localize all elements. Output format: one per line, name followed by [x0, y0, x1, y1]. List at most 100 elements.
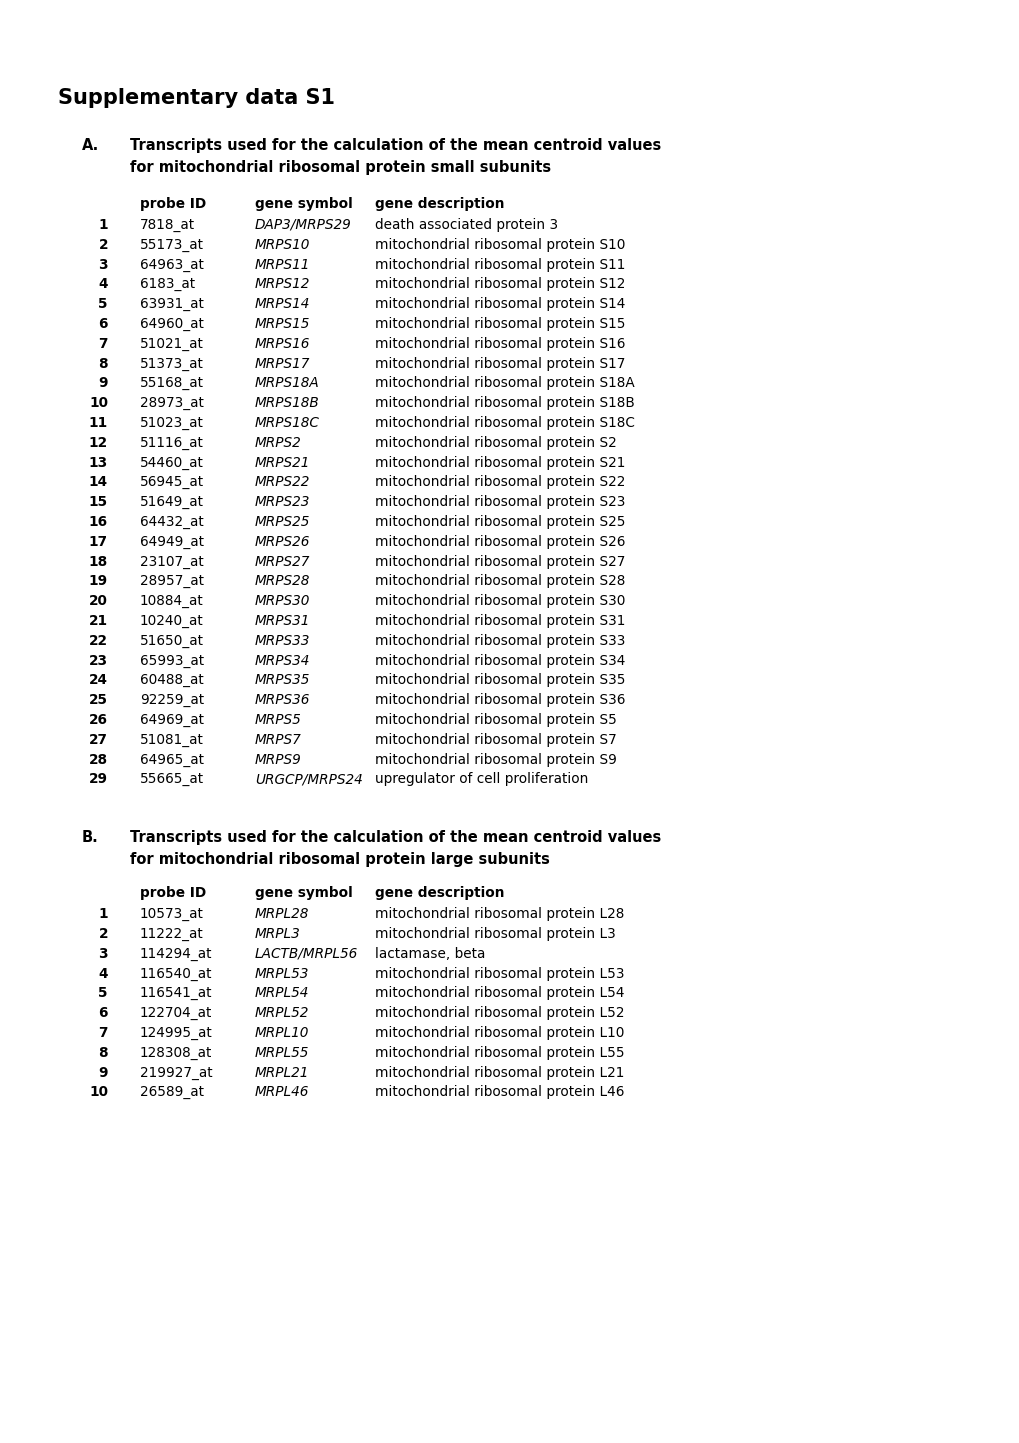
Text: MRPS36: MRPS36 [255, 693, 310, 707]
Text: mitochondrial ribosomal protein S11: mitochondrial ribosomal protein S11 [375, 258, 625, 271]
Text: 9: 9 [99, 377, 108, 391]
Text: 65993_at: 65993_at [140, 654, 204, 668]
Text: 12: 12 [89, 436, 108, 450]
Text: gene description: gene description [375, 886, 504, 900]
Text: 5: 5 [99, 987, 108, 1000]
Text: 51023_at: 51023_at [140, 416, 204, 430]
Text: 55173_at: 55173_at [140, 238, 204, 251]
Text: MRPS7: MRPS7 [255, 733, 302, 747]
Text: MRPL52: MRPL52 [255, 1006, 309, 1020]
Text: 3: 3 [98, 947, 108, 961]
Text: 23107_at: 23107_at [140, 554, 204, 569]
Text: mitochondrial ribosomal protein S7: mitochondrial ribosomal protein S7 [375, 733, 616, 747]
Text: MRPS27: MRPS27 [255, 554, 310, 569]
Text: MRPS25: MRPS25 [255, 515, 310, 530]
Text: 124995_at: 124995_at [140, 1026, 213, 1040]
Text: mitochondrial ribosomal protein S2: mitochondrial ribosomal protein S2 [375, 436, 616, 450]
Text: B.: B. [82, 830, 99, 846]
Text: MRPS11: MRPS11 [255, 258, 310, 271]
Text: 122704_at: 122704_at [140, 1006, 212, 1020]
Text: MRPS21: MRPS21 [255, 456, 310, 469]
Text: 3: 3 [98, 258, 108, 271]
Text: death associated protein 3: death associated protein 3 [375, 218, 557, 232]
Text: 6183_at: 6183_at [140, 277, 195, 291]
Text: mitochondrial ribosomal protein S10: mitochondrial ribosomal protein S10 [375, 238, 625, 251]
Text: upregulator of cell proliferation: upregulator of cell proliferation [375, 772, 588, 786]
Text: mitochondrial ribosomal protein S30: mitochondrial ribosomal protein S30 [375, 595, 625, 608]
Text: 25: 25 [89, 693, 108, 707]
Text: mitochondrial ribosomal protein S31: mitochondrial ribosomal protein S31 [375, 615, 625, 628]
Text: 2: 2 [99, 238, 108, 251]
Text: 64949_at: 64949_at [140, 535, 204, 548]
Text: for mitochondrial ribosomal protein large subunits: for mitochondrial ribosomal protein larg… [129, 853, 549, 867]
Text: 19: 19 [89, 574, 108, 589]
Text: 26589_at: 26589_at [140, 1085, 204, 1100]
Text: mitochondrial ribosomal protein S23: mitochondrial ribosomal protein S23 [375, 495, 625, 509]
Text: 114294_at: 114294_at [140, 947, 212, 961]
Text: MRPL53: MRPL53 [255, 967, 309, 981]
Text: 55168_at: 55168_at [140, 377, 204, 391]
Text: A.: A. [82, 139, 99, 153]
Text: MRPS30: MRPS30 [255, 595, 310, 608]
Text: 63931_at: 63931_at [140, 297, 204, 312]
Text: MRPS10: MRPS10 [255, 238, 310, 251]
Text: MRPS18B: MRPS18B [255, 397, 319, 410]
Text: 51649_at: 51649_at [140, 495, 204, 509]
Text: gene symbol: gene symbol [255, 198, 353, 211]
Text: 8: 8 [98, 1046, 108, 1059]
Text: mitochondrial ribosomal protein L10: mitochondrial ribosomal protein L10 [375, 1026, 624, 1040]
Text: Supplementary data S1: Supplementary data S1 [58, 88, 334, 108]
Text: 10573_at: 10573_at [140, 908, 204, 921]
Text: 7: 7 [99, 1026, 108, 1040]
Text: for mitochondrial ribosomal protein small subunits: for mitochondrial ribosomal protein smal… [129, 160, 550, 175]
Text: 4: 4 [99, 277, 108, 291]
Text: 54460_at: 54460_at [140, 456, 204, 469]
Text: MRPS17: MRPS17 [255, 356, 310, 371]
Text: mitochondrial ribosomal protein L21: mitochondrial ribosomal protein L21 [375, 1065, 624, 1079]
Text: mitochondrial ribosomal protein S28: mitochondrial ribosomal protein S28 [375, 574, 625, 589]
Text: 15: 15 [89, 495, 108, 509]
Text: 1: 1 [98, 908, 108, 921]
Text: 116541_at: 116541_at [140, 987, 212, 1000]
Text: 10240_at: 10240_at [140, 615, 204, 628]
Text: 24: 24 [89, 674, 108, 687]
Text: 11222_at: 11222_at [140, 926, 204, 941]
Text: MRPS12: MRPS12 [255, 277, 310, 291]
Text: 18: 18 [89, 554, 108, 569]
Text: mitochondrial ribosomal protein L3: mitochondrial ribosomal protein L3 [375, 926, 615, 941]
Text: mitochondrial ribosomal protein L28: mitochondrial ribosomal protein L28 [375, 908, 624, 921]
Text: 26: 26 [89, 713, 108, 727]
Text: LACTB/MRPL56: LACTB/MRPL56 [255, 947, 358, 961]
Text: 29: 29 [89, 772, 108, 786]
Text: MRPS22: MRPS22 [255, 475, 310, 489]
Text: 51081_at: 51081_at [140, 733, 204, 747]
Text: URGCP/MRPS24: URGCP/MRPS24 [255, 772, 363, 786]
Text: MRPS14: MRPS14 [255, 297, 310, 312]
Text: 9: 9 [99, 1065, 108, 1079]
Text: MRPS26: MRPS26 [255, 535, 310, 548]
Text: mitochondrial ribosomal protein S26: mitochondrial ribosomal protein S26 [375, 535, 625, 548]
Text: mitochondrial ribosomal protein S34: mitochondrial ribosomal protein S34 [375, 654, 625, 668]
Text: mitochondrial ribosomal protein S12: mitochondrial ribosomal protein S12 [375, 277, 625, 291]
Text: gene description: gene description [375, 198, 504, 211]
Text: MRPL21: MRPL21 [255, 1065, 309, 1079]
Text: 14: 14 [89, 475, 108, 489]
Text: mitochondrial ribosomal protein S36: mitochondrial ribosomal protein S36 [375, 693, 625, 707]
Text: mitochondrial ribosomal protein S9: mitochondrial ribosomal protein S9 [375, 753, 616, 766]
Text: 51116_at: 51116_at [140, 436, 204, 450]
Text: mitochondrial ribosomal protein L53: mitochondrial ribosomal protein L53 [375, 967, 624, 981]
Text: mitochondrial ribosomal protein S22: mitochondrial ribosomal protein S22 [375, 475, 625, 489]
Text: 116540_at: 116540_at [140, 967, 212, 981]
Text: 6: 6 [99, 317, 108, 330]
Text: 51021_at: 51021_at [140, 336, 204, 351]
Text: 92259_at: 92259_at [140, 693, 204, 707]
Text: MRPL46: MRPL46 [255, 1085, 309, 1100]
Text: 21: 21 [89, 615, 108, 628]
Text: Transcripts used for the calculation of the mean centroid values: Transcripts used for the calculation of … [129, 830, 660, 846]
Text: MRPS2: MRPS2 [255, 436, 302, 450]
Text: 51373_at: 51373_at [140, 356, 204, 371]
Text: mitochondrial ribosomal protein S27: mitochondrial ribosomal protein S27 [375, 554, 625, 569]
Text: 23: 23 [89, 654, 108, 668]
Text: 5: 5 [99, 297, 108, 312]
Text: 28957_at: 28957_at [140, 574, 204, 589]
